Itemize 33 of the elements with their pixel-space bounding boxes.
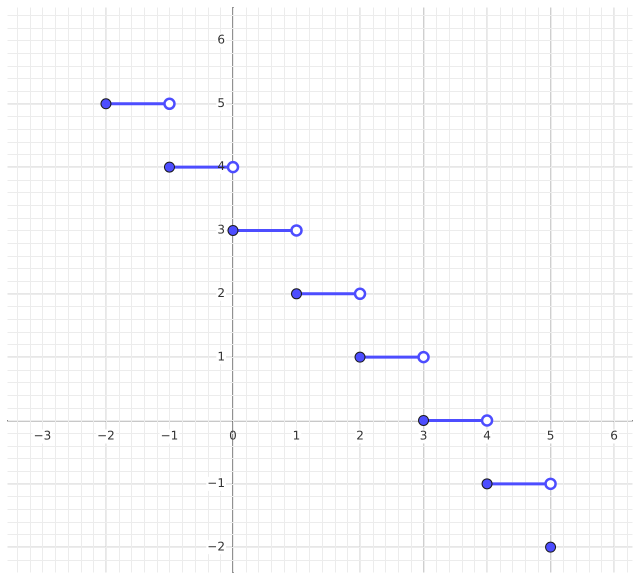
point [545,542,556,553]
point [482,478,493,490]
point [291,288,302,300]
y-tick-label: 4 [217,159,225,174]
y-tick-label: 3 [217,222,225,237]
point [354,352,366,363]
point [100,98,112,110]
x-tick-label: 5 [546,428,554,443]
point [163,98,176,110]
point [290,224,303,237]
x-tick-label: 4 [483,428,491,443]
y-tick-label: 5 [217,96,225,110]
x-tick-label: 1 [292,428,300,443]
point [226,160,240,174]
point [418,414,430,426]
x-tick-label: −1 [160,428,178,443]
point [480,414,494,427]
y-tick-label: −2 [207,539,225,554]
x-tick-label: −3 [34,428,52,443]
x-tick-label: −2 [97,428,115,443]
point [227,224,238,236]
y-tick-label: 1 [217,349,225,364]
y-tick-label: −1 [207,476,225,490]
point [354,288,366,300]
point [417,350,430,364]
x-tick-label: 0 [229,428,237,443]
point [164,162,175,173]
y-tick-label: 6 [217,32,225,47]
x-tick-label: 3 [420,428,428,443]
point [544,478,557,490]
x-tick-label: 6 [610,428,618,443]
x-tick-label: 2 [356,428,364,443]
y-tick-label: 2 [217,286,225,300]
